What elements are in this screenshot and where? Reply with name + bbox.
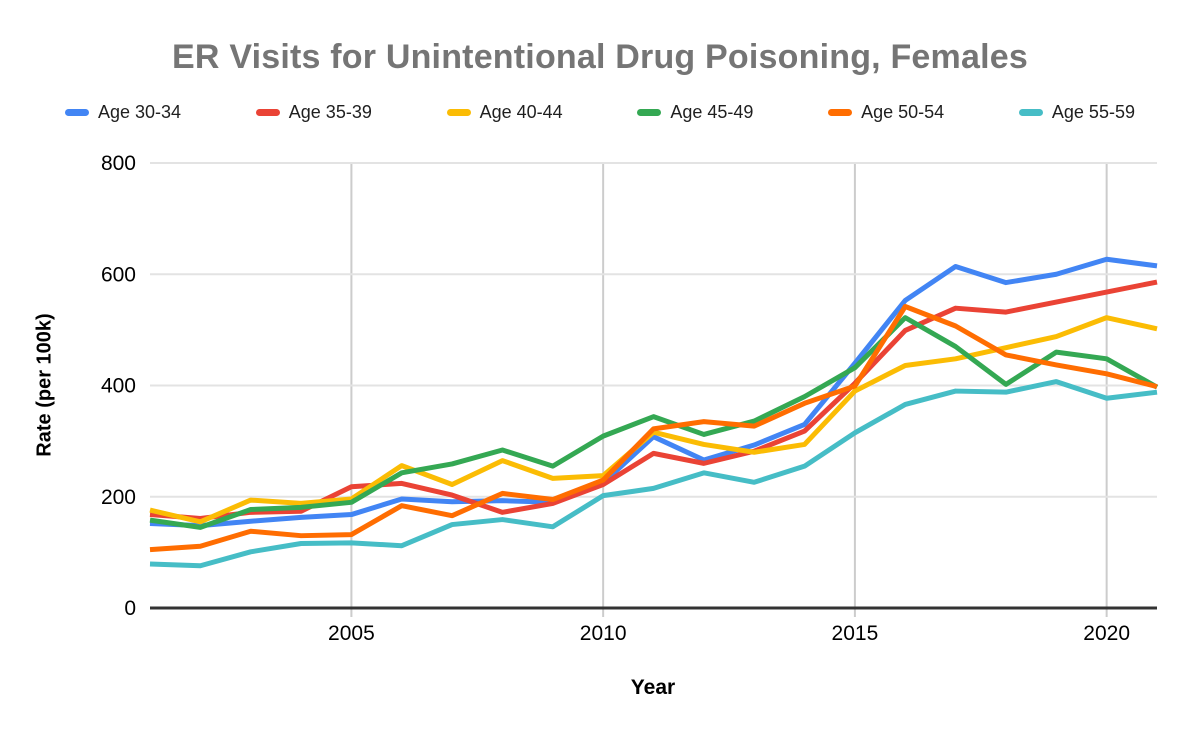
legend-item-age-30-34[interactable]: Age 30-34 [65, 102, 181, 123]
series-line-age-30-34 [149, 256, 1158, 529]
legend-label: Age 50-54 [861, 102, 945, 122]
legend-label: Age 40-44 [479, 102, 563, 122]
legend-swatch [828, 109, 853, 116]
y-tick-label-0: 0 [124, 597, 136, 620]
legend-swatch [255, 109, 280, 116]
legend-item-age-55-59[interactable]: Age 55-59 [1018, 102, 1135, 123]
series-line-age-50-54 [149, 304, 1158, 553]
series-line-age-55-59 [149, 379, 1158, 569]
legend-label: Age 35-39 [288, 102, 372, 122]
y-tick-label-800: 800 [101, 152, 136, 175]
x-tick-label-2005: 2005 [328, 622, 375, 645]
series-line-age-40-44 [149, 315, 1158, 525]
legend-label: Age 30-34 [98, 102, 182, 122]
y-tick-label-200: 200 [101, 486, 136, 509]
series-line-age-45-49 [149, 315, 1159, 530]
x-tick-label-2020: 2020 [1083, 622, 1130, 645]
chart-legend: Age 30-34 Age 35-39 Age 40-44 Age 45-49 Age … [65, 102, 1135, 123]
legend-swatch [446, 109, 471, 116]
y-tick-label-600: 600 [101, 263, 136, 286]
legend-item-age-45-49[interactable]: Age 45-49 [637, 102, 753, 123]
legend-item-age-50-54[interactable]: Age 50-54 [828, 102, 944, 123]
x-tick-label-2015: 2015 [832, 622, 879, 645]
legend-swatch [1018, 109, 1043, 116]
series-line-age-35-39 [149, 279, 1158, 521]
x-axis-title: Year [630, 676, 676, 699]
legend-swatch [637, 109, 662, 116]
legend-label: Age 55-59 [1051, 102, 1135, 122]
chart-title: ER Visits for Unintentional Drug Poisoni… [172, 38, 1028, 76]
legend-item-age-35-39[interactable]: Age 35-39 [255, 102, 372, 123]
legend-label: Age 45-49 [670, 102, 754, 122]
x-tick-label-2010: 2010 [580, 622, 627, 645]
legend-item-age-40-44[interactable]: Age 40-44 [446, 102, 563, 123]
legend-swatch [65, 109, 89, 116]
y-tick-label-400: 400 [101, 375, 136, 398]
